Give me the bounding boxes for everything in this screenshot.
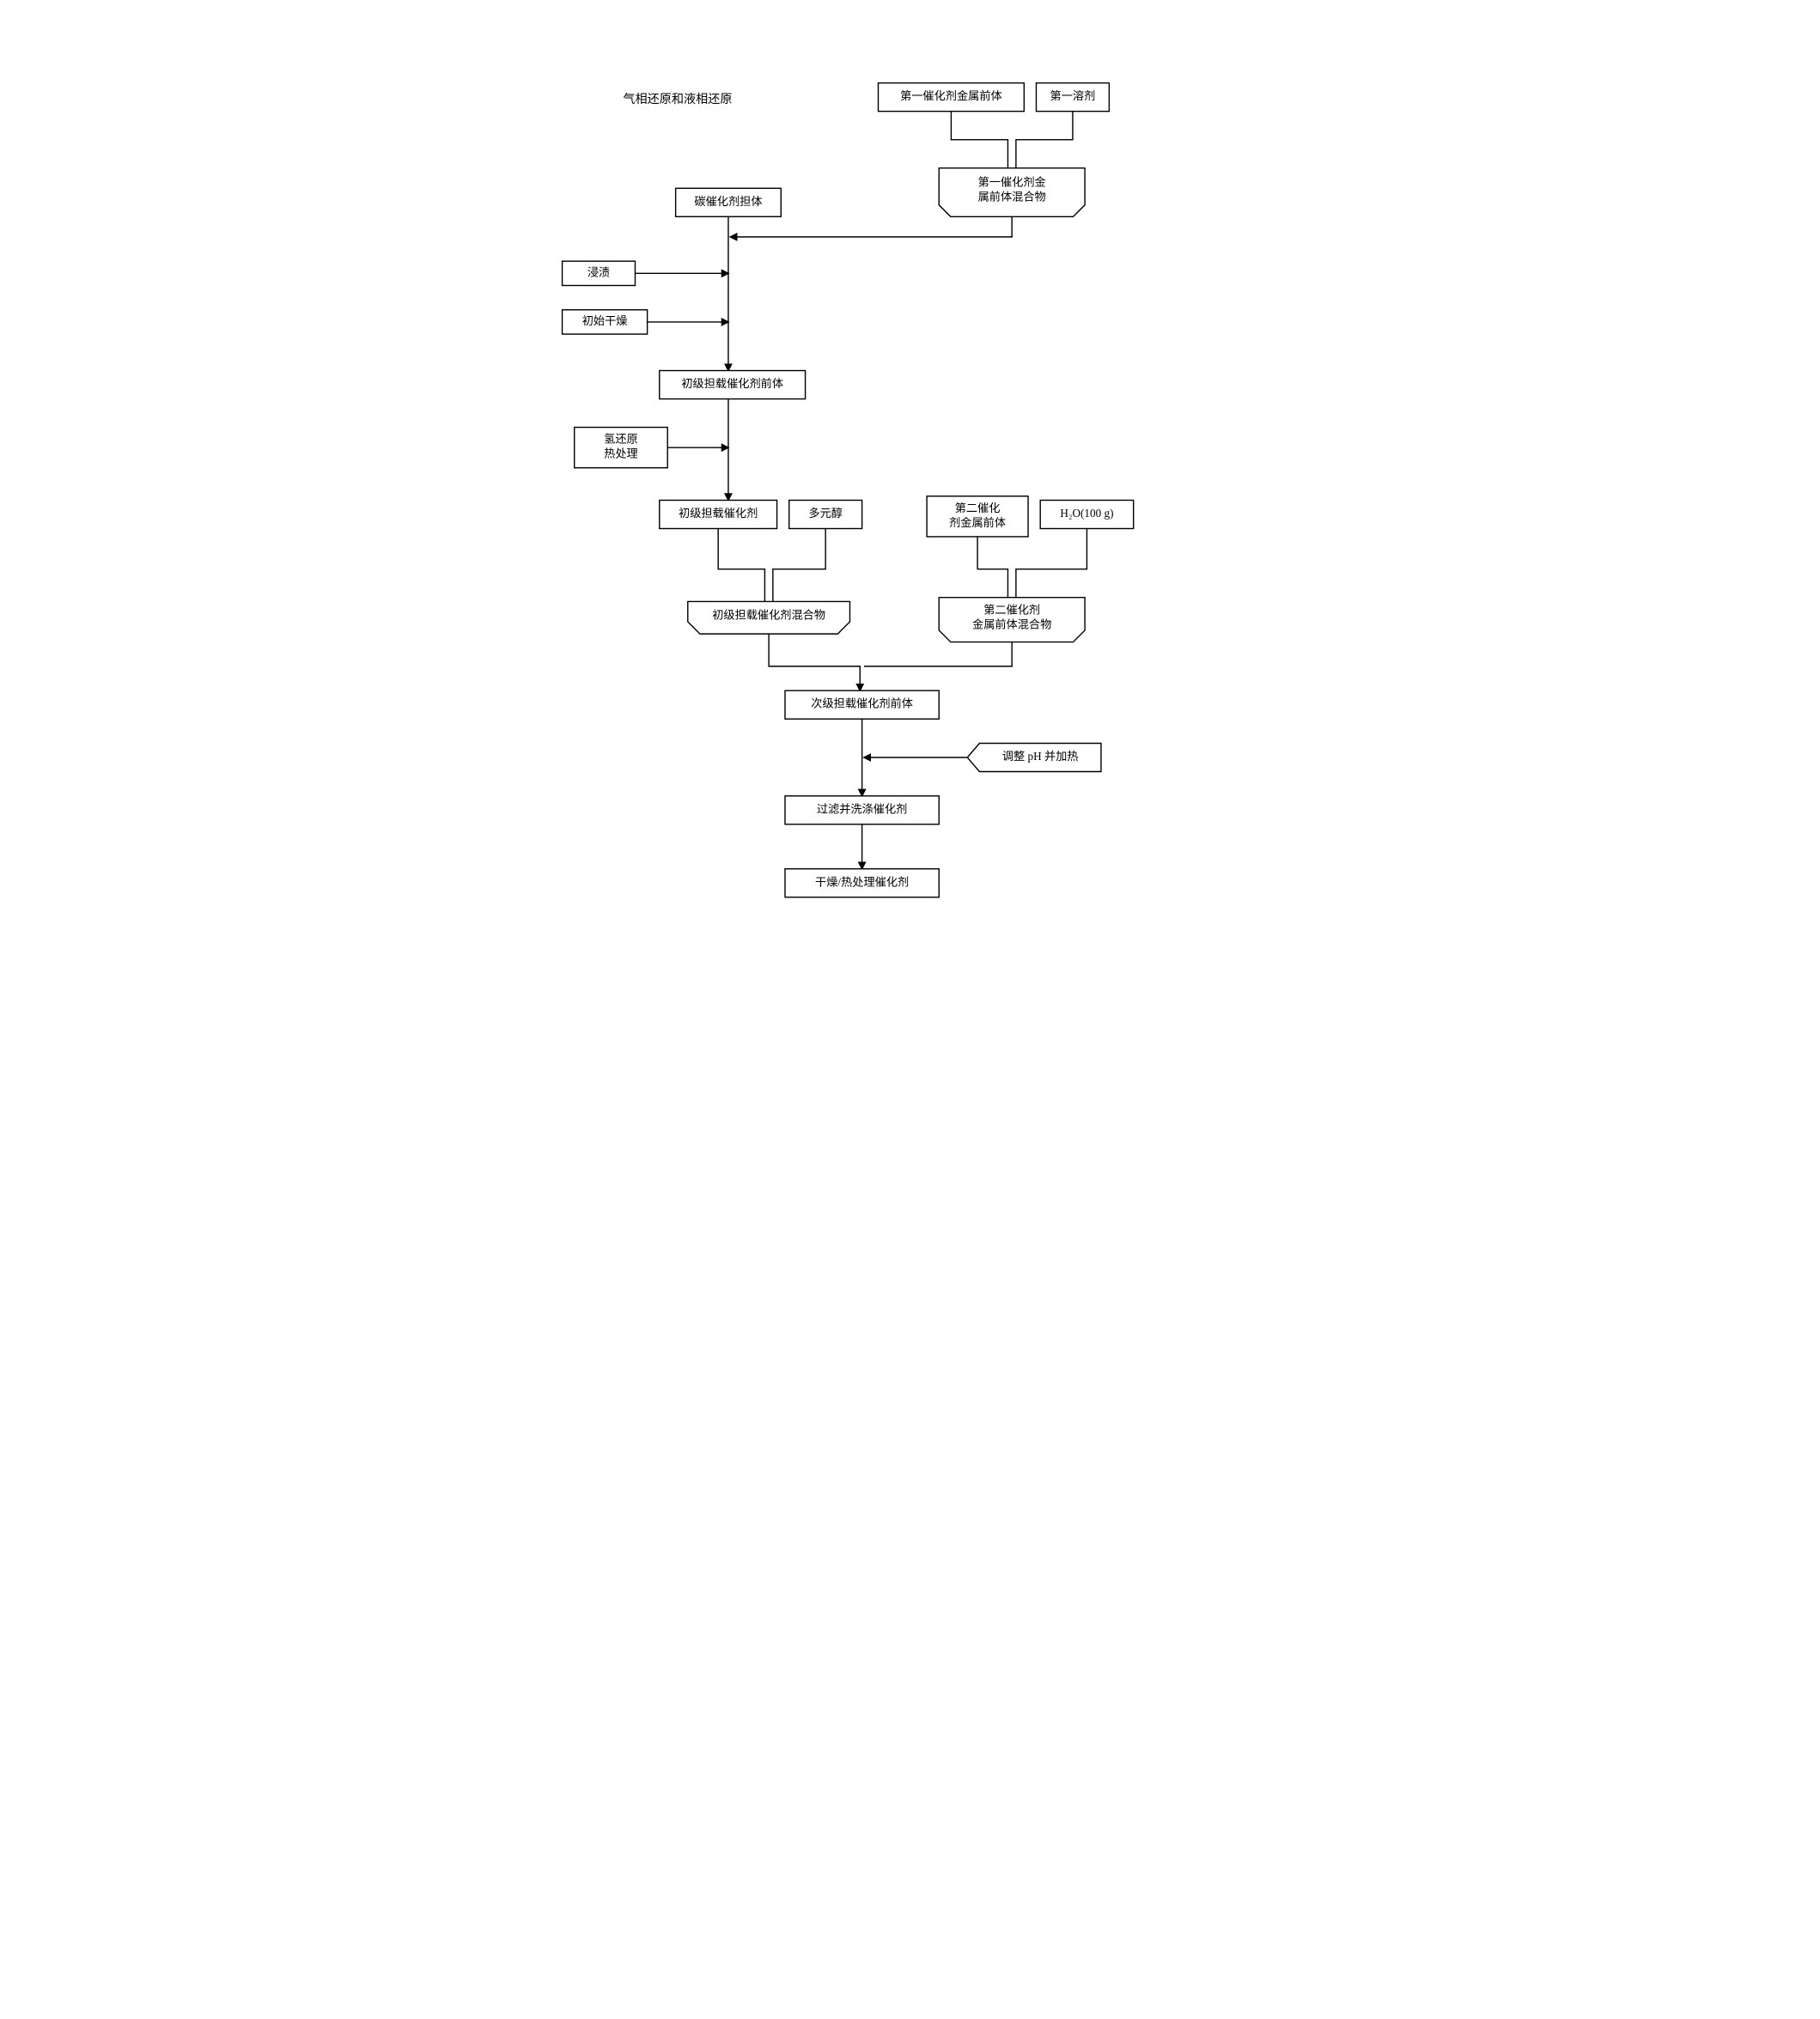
n_first_solvent-text: 第一溶剂 xyxy=(1050,88,1095,102)
n_h2o-text: H₂O(100 g) xyxy=(1060,507,1113,520)
n_secondary_prec-text: 次级担载催化剂前体 xyxy=(811,696,913,710)
edge xyxy=(772,528,825,601)
n_first_precursor-text: 第一催化剂金属前体 xyxy=(900,88,1002,102)
flowchart-diagram: 气相还原和液相还原第一催化剂金属前体第一溶剂第一催化剂金属前体混合物碳催化剂担体… xyxy=(481,34,1340,987)
n_primary_cat: 初级担载催化剂 xyxy=(659,500,776,528)
n_carbon_support-text: 碳催化剂担体 xyxy=(694,195,762,208)
n_secondary_prec: 次级担载催化剂前体 xyxy=(785,690,939,719)
n_primary_prec-text: 初级担载催化剂前体 xyxy=(681,376,783,390)
n_adjust_ph: 调整 pH 并加热 xyxy=(967,743,1101,771)
edge xyxy=(977,537,1007,598)
n_init_dry: 初始干燥 xyxy=(562,310,647,334)
n_adjust_ph-text: 调整 pH 并加热 xyxy=(1001,750,1078,763)
n_first_mix: 第一催化剂金属前体混合物 xyxy=(939,168,1085,217)
n_first_mix-text: 第一催化剂金 xyxy=(977,175,1045,189)
n_h2_reduce: 氢还原热处理 xyxy=(574,428,667,468)
n_first_precursor: 第一催化剂金属前体 xyxy=(878,83,1024,112)
n_primary_cat-text: 初级担载催化剂 xyxy=(679,507,758,520)
n_second_prec-text: 剂金属前体 xyxy=(949,515,1006,529)
n_init_dry-text: 初始干燥 xyxy=(581,314,627,327)
n_first_solvent: 第一溶剂 xyxy=(1036,83,1109,112)
n_polyol: 多元醇 xyxy=(788,500,861,528)
edge xyxy=(730,216,1012,237)
n_h2_reduce-text: 氢还原 xyxy=(604,433,638,446)
n_primary_mix-text: 初级担载催化剂混合物 xyxy=(712,608,825,621)
n_second_prec-text: 第二催化 xyxy=(954,501,1000,514)
edge xyxy=(951,112,1007,168)
n_polyol-text: 多元醇 xyxy=(808,506,843,520)
edge xyxy=(863,642,1011,666)
n_h2_reduce-text: 热处理 xyxy=(604,447,638,460)
n_first_mix-text: 属前体混合物 xyxy=(977,190,1045,204)
n_filter-text: 过滤并洗涤催化剂 xyxy=(816,802,907,815)
n_second_prec: 第二催化剂金属前体 xyxy=(927,496,1028,537)
n_second_mix: 第二催化剂金属前体混合物 xyxy=(939,598,1085,642)
n_impreg: 浸渍 xyxy=(562,261,635,285)
n_primary_prec: 初级担载催化剂前体 xyxy=(659,371,805,399)
n_carbon_support: 碳催化剂担体 xyxy=(675,188,781,216)
n_dry_heat: 干燥/热处理催化剂 xyxy=(785,869,939,897)
n_impreg-text: 浸渍 xyxy=(587,265,609,278)
edge xyxy=(718,528,764,601)
edge xyxy=(1015,112,1072,168)
n_h2o: H₂O(100 g) xyxy=(1040,500,1133,528)
n_dry_heat-text: 干燥/热处理催化剂 xyxy=(815,875,909,888)
edge xyxy=(769,634,860,690)
n_second_mix-text: 金属前体混合物 xyxy=(972,617,1051,630)
n_primary_mix: 初级担载催化剂混合物 xyxy=(687,601,849,634)
edge xyxy=(1015,528,1087,597)
diagram-title: 气相还原和液相还原 xyxy=(623,93,732,106)
n_filter: 过滤并洗涤催化剂 xyxy=(785,796,939,824)
n_second_mix-text: 第二催化剂 xyxy=(983,602,1040,616)
